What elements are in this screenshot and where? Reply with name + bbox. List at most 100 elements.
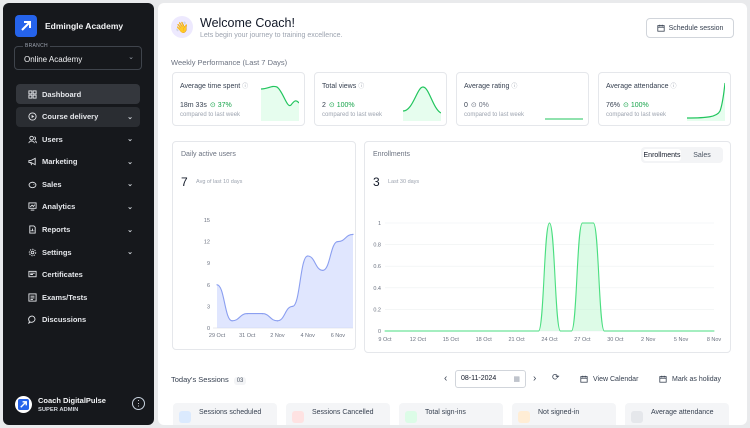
gear-icon [28, 248, 37, 257]
enrollments-point [549, 222, 550, 224]
schedule-session-label: Schedule session [668, 24, 724, 32]
dau-area [217, 234, 353, 328]
dau-point [307, 255, 309, 257]
dau-point [276, 320, 279, 322]
x-tick-label: 4 Nov [300, 333, 315, 339]
sign-in-icon [405, 411, 417, 423]
chevron-down-icon: ⌄ [127, 158, 133, 166]
more-options-icon[interactable]: ⋮ [132, 397, 145, 410]
sidebar-item-certificates[interactable]: Certificates [16, 265, 140, 285]
kpi-compare-text: compared to last week [464, 112, 525, 118]
sidebar-item-analytics[interactable]: Analytics ⌄ [16, 197, 140, 217]
dau-point [261, 313, 263, 315]
x-tick-label: 8 Nov [707, 337, 722, 343]
report-icon [28, 225, 37, 234]
y-tick-label: 9 [207, 261, 210, 267]
x-tick-label: 2 Nov [270, 333, 285, 339]
brand-name: Edmingle Academy [45, 21, 124, 31]
dau-point [352, 233, 354, 235]
enrollments-area [385, 223, 714, 331]
info-icon[interactable]: ⓘ [358, 84, 365, 90]
user-profile[interactable]: Coach DigitalPulse SUPER ADMIN [15, 396, 106, 413]
x-tick-label: 30 Oct [607, 337, 624, 343]
branch-value: Online Academy [24, 55, 83, 64]
enrollments-point [505, 330, 507, 332]
chevron-left-icon[interactable]: ‹ [444, 373, 448, 384]
branch-label: BRANCH [23, 43, 50, 49]
enrollments-sub: Last 30 days [388, 179, 420, 185]
y-tick-label: 0.6 [373, 264, 381, 270]
refresh-icon[interactable]: ⟳ [552, 372, 560, 382]
date-picker-input[interactable]: 08-11-2024 ▦ [455, 370, 526, 388]
x-tick-label: 5 Nov [674, 337, 689, 343]
kpi-delta: 37% [217, 102, 232, 109]
attendance-icon [631, 411, 643, 423]
info-icon[interactable]: ⓘ [670, 84, 677, 90]
main-content: 👋 Welcome Coach! Lets begin your journey… [158, 3, 747, 425]
kpi-sparkline [403, 86, 441, 121]
enrollments-point [516, 330, 518, 332]
stat-label: Total sign-ins [425, 409, 466, 416]
kpi-title: Average time spent [180, 83, 241, 90]
enrollments-point [428, 330, 430, 332]
y-tick-label: 3 [207, 304, 210, 310]
sidebar-item-label: Users [42, 134, 63, 144]
sidebar-item-marketing[interactable]: Marketing ⌄ [16, 152, 140, 172]
enrollments-point [395, 330, 397, 332]
info-icon[interactable]: ⓘ [242, 84, 249, 90]
analytics-icon [28, 202, 37, 212]
enrollments-point [417, 330, 419, 332]
y-tick-label: 0 [378, 329, 381, 335]
schedule-session-button[interactable]: Schedule session [646, 18, 734, 38]
brand[interactable]: Edmingle Academy [15, 15, 123, 37]
chevron-down-icon: ⌄ [127, 136, 133, 144]
sidebar-item-discussions[interactable]: Discussions [16, 310, 140, 330]
stat-label: Average attendance [651, 409, 714, 416]
card-title: Enrollments [373, 151, 410, 158]
chevron-right-icon[interactable]: › [533, 373, 537, 384]
y-tick-label: 12 [204, 240, 210, 246]
enrollments-point [461, 330, 463, 332]
kpi-card-average-rating: Average rating ⓘ 0 ⊙ 0% compared to last … [456, 72, 589, 126]
calendar-icon [179, 411, 191, 423]
x-tick-label: 21 Oct [508, 337, 525, 343]
enrollments-chart: 0 0.2 0.4 0.6 0.8 1 9 Oct 12 Oct 15 Oct 18 Oct 21 … [373, 221, 722, 343]
sidebar-item-reports[interactable]: Reports ⌄ [16, 220, 140, 240]
kpi-delta: 100% [630, 102, 649, 109]
kpi-delta: 0% [478, 102, 489, 109]
piggy-bank-icon [28, 180, 37, 189]
enrollments-card: Enrollments Enrollments Sales 3 Last 30 … [364, 141, 731, 353]
kpi-value: 0 [464, 102, 468, 109]
sidebar-item-sales[interactable]: Sales ⌄ [16, 174, 140, 194]
tab-sales[interactable]: Sales [693, 151, 711, 159]
sidebar-item-label: Reports [42, 225, 71, 235]
todays-sessions-title: Today's Sessions 03 [171, 375, 247, 385]
sidebar-item-settings[interactable]: Settings ⌄ [16, 242, 140, 262]
sidebar-nav: Dashboard Course delivery ⌄ Users ⌄ Mark… [16, 84, 140, 333]
enrollments-point [494, 330, 496, 332]
user-name: Coach DigitalPulse [38, 396, 106, 405]
enrollments-point [439, 330, 441, 332]
sidebar-item-dashboard[interactable]: Dashboard [16, 84, 140, 104]
kpi-sparkline [545, 118, 583, 120]
sidebar-item-label: Analytics [42, 202, 76, 212]
enrollments-point [581, 222, 583, 224]
tab-enrollments[interactable]: Enrollments [643, 149, 681, 161]
view-calendar-button[interactable]: View Calendar [580, 375, 638, 383]
mark-holiday-button[interactable]: Mark as holiday [659, 375, 721, 383]
enrollments-value: 3 [373, 175, 380, 189]
sidebar-item-label: Marketing [42, 157, 78, 167]
sidebar-item-users[interactable]: Users ⌄ [16, 129, 140, 149]
dau-line [216, 233, 354, 322]
enrollments-point [691, 330, 693, 332]
stat-not-signed-in: Not signed-in [512, 403, 616, 425]
branch-select[interactable]: BRANCH Online Academy ⌄ [14, 43, 142, 70]
x-tick-label: 29 Oct [209, 333, 226, 339]
calendar-icon [656, 24, 665, 32]
trend-up-icon: ⊙ [623, 102, 629, 109]
enrollments-point [680, 330, 682, 332]
sidebar-item-course-delivery[interactable]: Course delivery ⌄ [16, 106, 140, 127]
info-icon[interactable]: ⓘ [511, 84, 518, 90]
dau-value: 7 [181, 175, 188, 189]
sidebar-item-exams-tests[interactable]: Exams/Tests [16, 287, 140, 307]
